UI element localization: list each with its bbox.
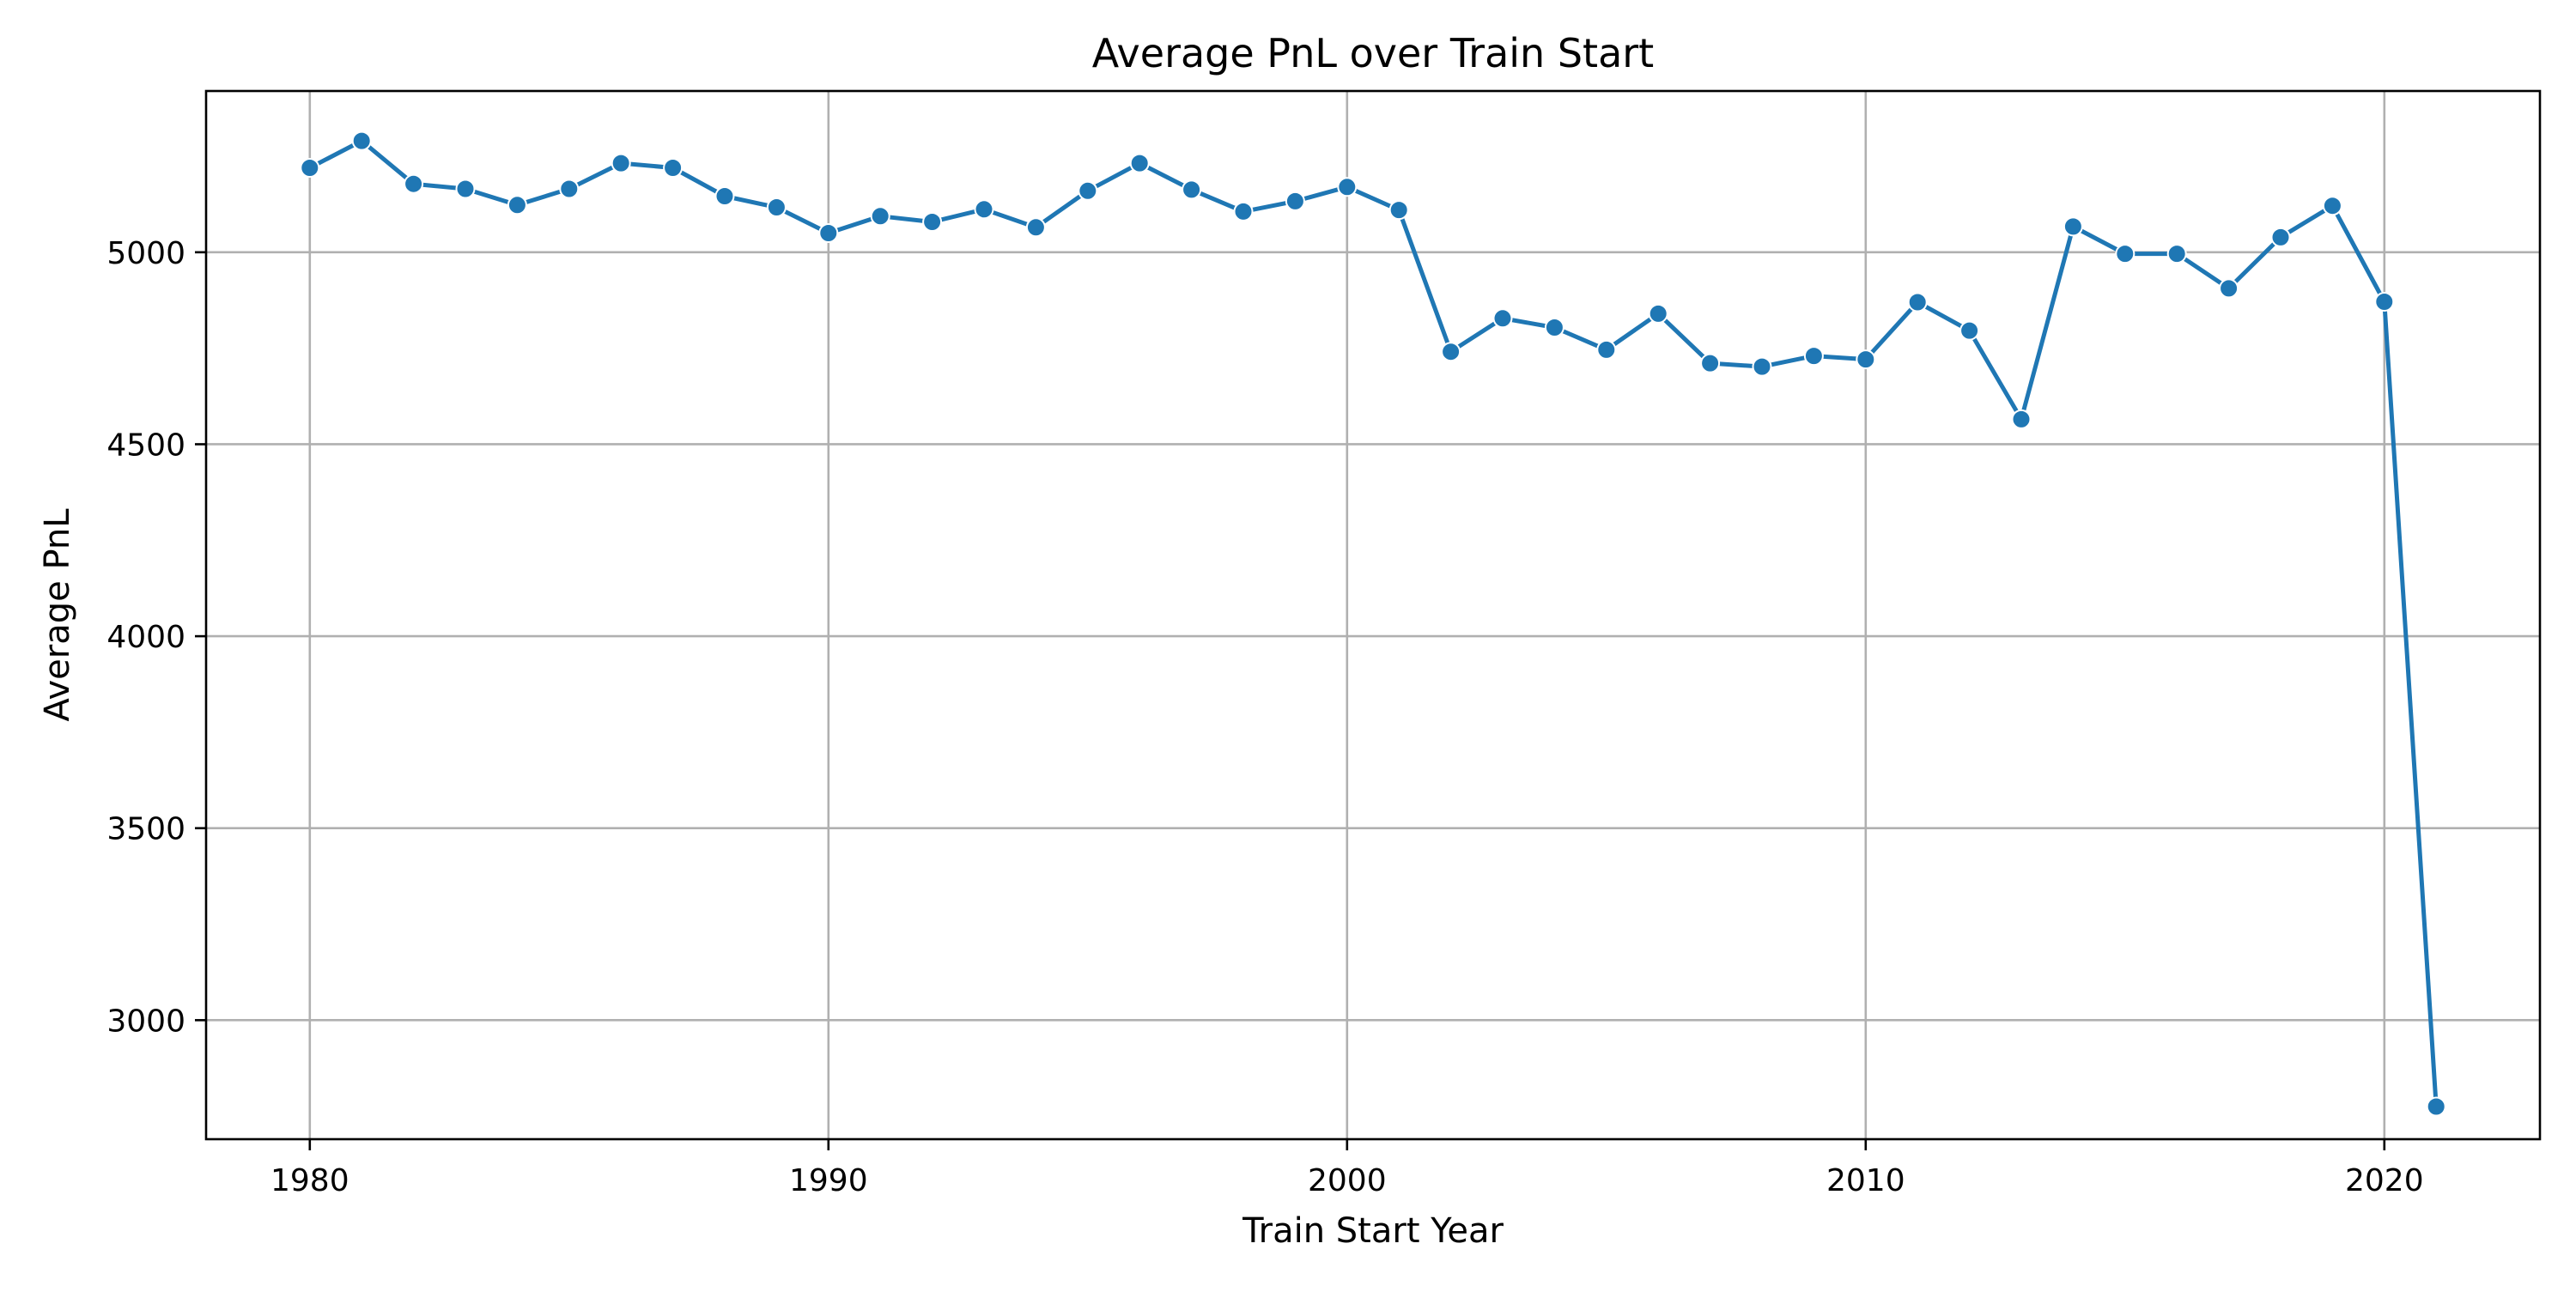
y-axis-label: Average PnL — [38, 508, 77, 722]
x-axis-label: Train Start Year — [1242, 1211, 1504, 1251]
data-point-marker — [2322, 196, 2342, 216]
data-point-marker — [1700, 353, 1721, 373]
data-point-marker — [1596, 339, 1617, 360]
data-point-marker — [922, 212, 943, 232]
x-tick-label: 1980 — [270, 1163, 349, 1198]
data-point-marker — [2426, 1096, 2446, 1117]
data-point-marker — [1648, 303, 1668, 324]
data-point-marker — [1959, 320, 1980, 341]
data-point-marker — [2063, 216, 2083, 237]
data-point-marker — [1337, 177, 1358, 197]
axis-ticks: 1980 1990 2000 2010 2020 3000 3500 4000 4500 5000 — [106, 236, 2423, 1198]
chart-title: Average PnL over Train Start — [1092, 30, 1654, 76]
data-point-marker — [300, 158, 320, 178]
data-point-marker — [1544, 318, 1564, 337]
data-point-marker — [714, 186, 735, 206]
data-point-marker — [1078, 180, 1098, 201]
grid-lines — [206, 91, 2540, 1139]
data-point-marker — [870, 206, 890, 227]
data-point-marker — [351, 130, 372, 151]
data-point-marker — [1388, 200, 1409, 221]
data-point-marker — [2374, 292, 2395, 312]
data-point-marker — [974, 199, 994, 220]
y-tick-label: 3500 — [106, 812, 185, 847]
x-tick-label: 2010 — [1826, 1163, 1905, 1198]
data-point-marker — [611, 153, 631, 173]
x-tick-label: 2000 — [1308, 1163, 1387, 1198]
series-line — [307, 138, 2439, 1109]
data-point-marker — [1129, 153, 1150, 173]
data-point-marker — [2166, 244, 2187, 264]
x-tick-label: 1990 — [789, 1163, 868, 1198]
data-point-marker — [1025, 217, 1046, 238]
data-point-marker — [455, 179, 476, 199]
y-tick-label: 3000 — [106, 1004, 185, 1039]
data-point-marker — [1856, 349, 1876, 370]
data-point-marker — [2115, 244, 2136, 264]
data-point-marker — [766, 197, 787, 217]
plot-area-frame — [204, 89, 2542, 1141]
data-point-marker — [1492, 308, 1513, 329]
y-tick-label: 5000 — [106, 236, 185, 271]
data-point-marker — [1182, 179, 1202, 200]
data-point-marker — [818, 223, 839, 243]
data-point-marker — [1752, 356, 1772, 377]
data-point-marker — [1907, 292, 1928, 312]
data-point-marker — [1441, 342, 1461, 362]
y-tick-label: 4000 — [106, 620, 185, 655]
series-layer — [300, 130, 2446, 1117]
data-point-marker — [1285, 191, 1305, 211]
data-point-marker — [2011, 409, 2032, 429]
data-point-marker — [2219, 278, 2239, 299]
x-tick-label: 2020 — [2345, 1163, 2424, 1198]
data-point-marker — [404, 173, 424, 194]
data-point-marker — [1803, 346, 1824, 367]
data-point-marker — [2270, 227, 2291, 247]
y-tick-label: 4500 — [106, 428, 185, 463]
data-point-marker — [559, 179, 580, 199]
data-point-marker — [663, 158, 683, 178]
data-point-marker — [1233, 201, 1254, 221]
data-point-marker — [507, 195, 527, 215]
